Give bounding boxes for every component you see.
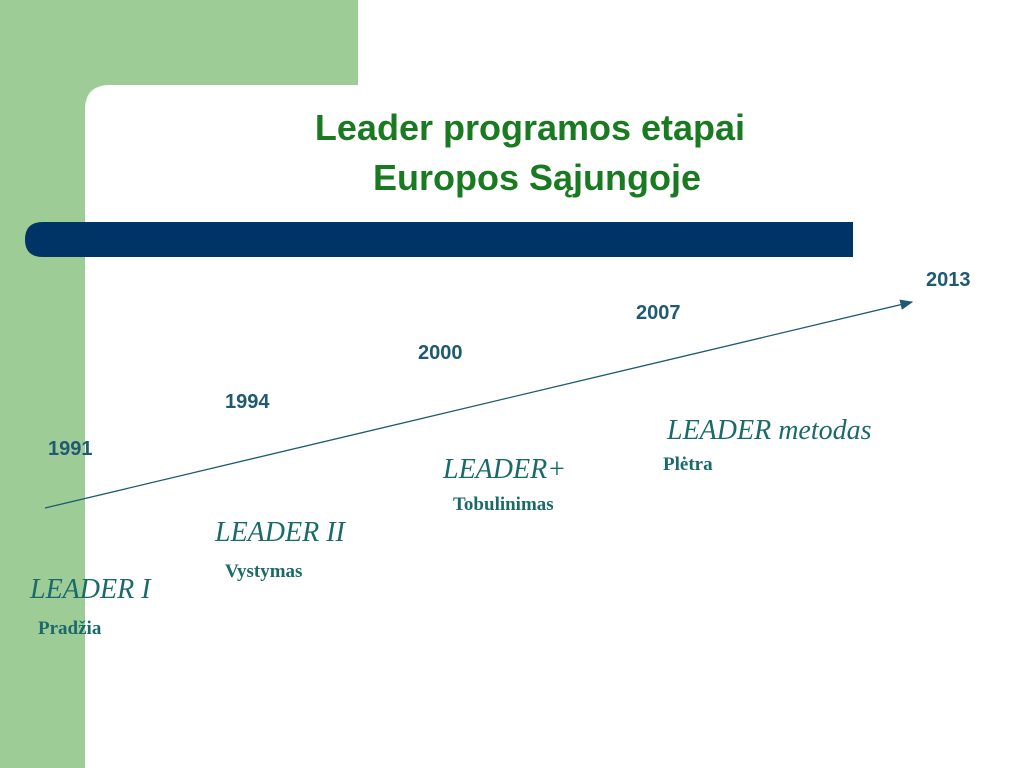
stage-label: Pradžia <box>38 618 102 639</box>
stage-name: LEADER metodas <box>666 415 872 446</box>
year-label: 2013 <box>926 269 971 291</box>
year-label: 1991 <box>48 438 93 460</box>
blue-bar <box>25 222 853 257</box>
stage-name: LEADER+ <box>442 454 566 485</box>
stage-label: Vystymas <box>225 561 302 582</box>
year-label: 2000 <box>418 342 463 364</box>
title-line: Leader programos etapai <box>315 107 745 148</box>
stage-name: LEADER I <box>29 574 152 605</box>
green-background <box>0 0 358 768</box>
title-line: Europos Sąjungoje <box>373 157 701 198</box>
timeline-arrow <box>44 299 914 509</box>
stage-label: Plėtra <box>663 454 713 475</box>
stage-label: Tobulinimas <box>453 494 554 515</box>
year-label: 1994 <box>225 391 270 413</box>
stage-name: LEADER II <box>214 517 347 548</box>
year-label: 2007 <box>636 302 681 324</box>
